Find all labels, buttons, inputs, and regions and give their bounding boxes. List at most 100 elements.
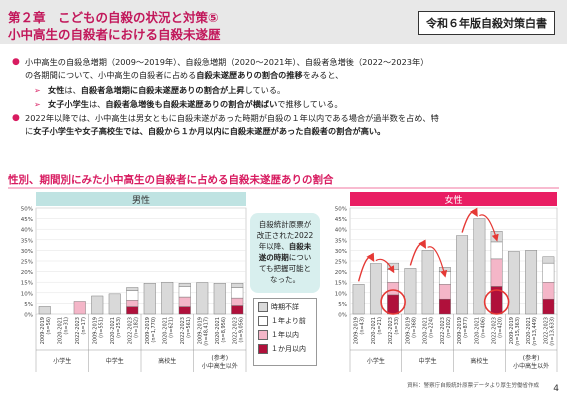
- sub-bullet-2-end: で推移している。: [277, 99, 343, 109]
- x-tick-label: 2009-2019: [40, 317, 46, 344]
- note-line-1: 自殺統計原票が: [258, 220, 312, 229]
- note-highlight-3: 自殺未: [288, 242, 312, 251]
- sub-bullet-1-highlight: 自殺者急増期に自殺未遂歴ありの割合が上昇: [80, 85, 245, 95]
- bar-segment: [490, 241, 503, 260]
- x-sample-size: (n=551): [98, 317, 104, 338]
- arrow-right-icon: ➢: [34, 86, 41, 95]
- x-tick-label: 2009-2019: [405, 317, 411, 344]
- y-tick-label: 50%: [335, 207, 347, 213]
- legend-swatch: [258, 330, 268, 340]
- x-tick-label: 2020-2021: [57, 317, 63, 344]
- y-tick-label: 15%: [21, 281, 33, 287]
- x-tick-label: 2009-2019: [457, 317, 463, 344]
- y-tick-label: 50%: [21, 207, 33, 213]
- bullet-1-line2: の各期間について、小中高生の自殺者に占める自殺未遂歴ありの割合の推移をみると、: [25, 69, 557, 82]
- x-tick-label: 2009-2019: [509, 317, 515, 344]
- chart-section-title: 性別、期間別にみた小中高生の自殺者に占める自殺未遂歴ありの割合: [8, 174, 334, 186]
- bar-segment: [490, 258, 503, 287]
- trend-arrow-icon: [479, 214, 499, 242]
- bar-segment: [178, 283, 191, 287]
- note-text-3: 年以降、: [258, 242, 289, 251]
- group-label: 小学生: [53, 357, 71, 365]
- trend-arrow-icon: [461, 207, 478, 233]
- header-bar: 第２章 こどもの自殺の状況と対策⑤ 小中高生の自殺者における自殺未遂歴 令和６年…: [0, 0, 567, 44]
- trend-arrow-icon: [357, 252, 375, 282]
- bar-segment: [178, 296, 191, 307]
- note-line-4: 遂の時期につい: [255, 252, 315, 263]
- x-tick-label: 2020-2021: [215, 317, 221, 344]
- bar-segment: [231, 287, 244, 299]
- chart-title: 女性: [444, 194, 462, 206]
- note-text-4: につい: [288, 253, 312, 262]
- group-label: 高校生: [158, 357, 176, 365]
- y-tick-label: 5%: [24, 302, 33, 308]
- bar-segment: [143, 283, 156, 315]
- x-tick-label: 2020-2021: [162, 317, 168, 344]
- bar-segment: [73, 301, 86, 315]
- bar-segment: [387, 269, 400, 283]
- chart-title: 男性: [132, 194, 150, 206]
- sub-bullet-2-subject: 女子小学生: [48, 99, 89, 109]
- bullet-2-text: に: [25, 126, 34, 136]
- page-title: 小中高生の自殺者における自殺未遂歴: [8, 27, 221, 42]
- legend-label: １か月以内: [271, 345, 306, 353]
- sub-bullet-1: ➢ 女性は、自殺者急増期に自殺未遂歴ありの割合が上昇している。: [12, 84, 557, 97]
- x-sample-size: (n=43): [360, 317, 366, 335]
- x-sample-size: (n=56): [46, 317, 52, 335]
- bar-segment: [369, 263, 382, 315]
- bar-segment: [38, 306, 51, 315]
- note-highlight-4: 遂の時期: [258, 253, 289, 262]
- x-sample-size: (n=13,633): [549, 317, 555, 346]
- x-tick-label: 2020-2021: [474, 317, 480, 344]
- bar-segment: [473, 218, 486, 315]
- bar-segment: [126, 287, 139, 291]
- x-sample-size: (n=253): [116, 317, 122, 338]
- y-tick-label: 35%: [21, 238, 33, 244]
- bar-segment: [352, 284, 365, 315]
- bar-segment: [196, 282, 209, 315]
- bullet-2: ● 2022年以降では、小中高生は男女ともに自殺未遂があった時期が自殺の１年以内…: [12, 112, 557, 138]
- bar-segment: [231, 297, 244, 306]
- bar-segment: [213, 283, 226, 315]
- legend-swatch: [258, 302, 268, 312]
- group-label: 高校生: [470, 357, 488, 365]
- bullet-2-line2: に女子小学生や女子高校生では、自殺から１か月以内に自殺未遂歴があった自殺者の割合…: [25, 125, 557, 138]
- source-note: 資料：警察庁自殺統計原票データより厚生労働省作成: [407, 383, 539, 389]
- x-sample-size: (n=8,956): [221, 317, 227, 343]
- y-tick-label: 0%: [338, 313, 347, 319]
- x-tick-label: 2022-2023: [440, 317, 446, 344]
- y-tick-label: 0%: [24, 313, 33, 319]
- bullet-1-text: の各期間について、小中高生の自殺者に占める: [25, 70, 197, 80]
- bullet-1-highlight: 自殺未遂歴ありの割合の推移: [196, 70, 303, 80]
- sub-bullet-1-subject: 女性: [48, 85, 65, 95]
- x-sample-size: (n=15,363): [515, 317, 521, 346]
- note-line-6: なった。: [270, 275, 300, 284]
- y-tick-label: 35%: [335, 238, 347, 244]
- y-tick-label: 25%: [335, 260, 347, 266]
- summary-bullets: ● 小中高生の自殺急増期（2009～2019年）、自殺急増期（2020～2021…: [12, 56, 557, 140]
- y-tick-label: 25%: [21, 260, 33, 266]
- whitepaper-badge: 令和６年版自殺対策白書: [418, 11, 555, 35]
- x-sample-size: (n=9,056): [238, 317, 244, 343]
- bar-segment: [438, 267, 451, 272]
- group-label: 中学生: [419, 357, 437, 365]
- bullet-1: ● 小中高生の自殺急増期（2009～2019年）、自殺急増期（2020～2021…: [12, 56, 557, 82]
- x-tick-label: 2020-2021: [423, 317, 429, 344]
- bar-segment: [421, 250, 434, 315]
- x-tick-label: 2022-2023: [232, 317, 238, 344]
- x-sample-size: (n=48,417): [203, 317, 209, 346]
- y-tick-label: 15%: [335, 281, 347, 287]
- male-chart: 男性 0% 5% 10% 15% 20% 25% 30% 35% 40% 45% 50% 2009-20…: [21, 192, 247, 372]
- bar-segment: [231, 305, 244, 315]
- bar-segment: [507, 251, 520, 315]
- female-chart: 女性 0% 5% 10% 15% 20% 25% 30% 35% 40% 45% 50% 2009-20…: [335, 192, 558, 372]
- sub-bullet-1-text: は、: [64, 85, 81, 95]
- x-tick-label: 2009-2019: [145, 317, 151, 344]
- note-line-5: ても把握可能と: [258, 264, 312, 273]
- legend-item: １年以内: [258, 330, 312, 340]
- sub-bullet-2: ➢ 女子小学生は、自殺者急増後も自殺未遂歴ありの割合が横ばいで推移している。: [12, 98, 557, 111]
- x-sample-size: (n=202): [446, 317, 452, 338]
- note-callout: 自殺統計原票が 改正された2022 年以降、自殺未 遂の時期につい ても把握可能…: [250, 213, 320, 293]
- group-label: (参考): [211, 354, 228, 362]
- trend-arrow-icon: [375, 258, 395, 274]
